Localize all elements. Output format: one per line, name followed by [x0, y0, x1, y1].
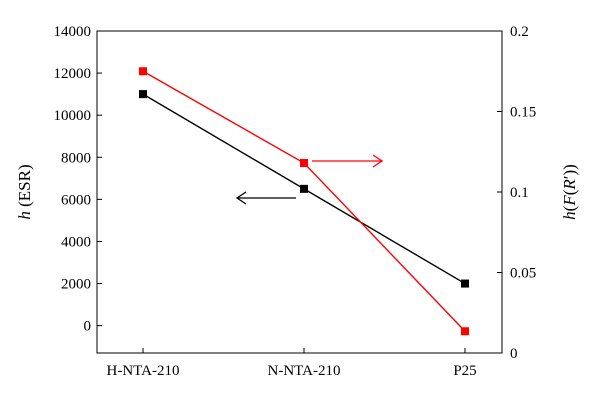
series-1-point [139, 90, 147, 99]
series-2-point [300, 159, 308, 168]
left-axis-arrow [235, 191, 296, 205]
series-1-point [461, 279, 469, 288]
left-tick-label: 8000 [61, 150, 91, 166]
right-tick-label: 0.15 [510, 105, 536, 121]
x-tick-label: H-NTA-210 [107, 363, 180, 379]
left-tick-label: 12000 [54, 66, 92, 82]
left-axis-title: h (ESR) [15, 164, 34, 219]
series-1-point [300, 184, 308, 193]
left-tick-label: 6000 [61, 192, 91, 208]
series-layer [139, 67, 469, 336]
right-tick-label: 0.1 [510, 185, 529, 201]
right-tick-label: 0.2 [510, 24, 529, 40]
x-tick-label: P25 [453, 363, 476, 379]
left-tick-label: 10000 [54, 108, 92, 124]
series-2-point [139, 67, 147, 76]
right-axis-ticks: 0 0.05 0.1 0.15 0.2 [497, 24, 536, 362]
x-axis-ticks: H-NTA-210 N-NTA-210 P25 [107, 348, 477, 379]
x-tick-label: N-NTA-210 [268, 363, 341, 379]
series-line-2 [142, 70, 466, 332]
left-tick-label: 4000 [61, 234, 91, 250]
left-axis-ticks: 0 2000 4000 6000 8000 10000 12000 14000 [54, 24, 102, 335]
right-tick-label: 0 [510, 346, 518, 362]
series-2-point [461, 327, 469, 336]
left-tick-label: 0 [84, 319, 92, 335]
right-tick-label: 0.05 [510, 266, 536, 282]
right-axis-arrow [312, 154, 384, 168]
left-tick-label: 2000 [61, 277, 91, 293]
right-axis-title: h(F(R′)) [560, 164, 579, 220]
left-tick-label: 14000 [54, 24, 92, 40]
